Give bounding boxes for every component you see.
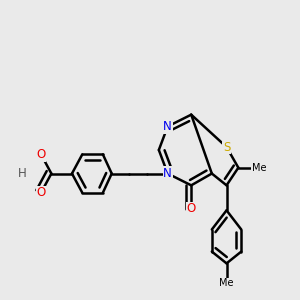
- Text: N: N: [163, 167, 172, 180]
- Text: H: H: [17, 167, 26, 180]
- Text: O: O: [187, 202, 196, 215]
- Text: O: O: [36, 148, 46, 161]
- Text: N: N: [163, 120, 172, 133]
- Text: O: O: [36, 186, 46, 199]
- Text: S: S: [223, 141, 230, 154]
- Text: Me: Me: [252, 163, 266, 173]
- Text: Me: Me: [219, 278, 234, 288]
